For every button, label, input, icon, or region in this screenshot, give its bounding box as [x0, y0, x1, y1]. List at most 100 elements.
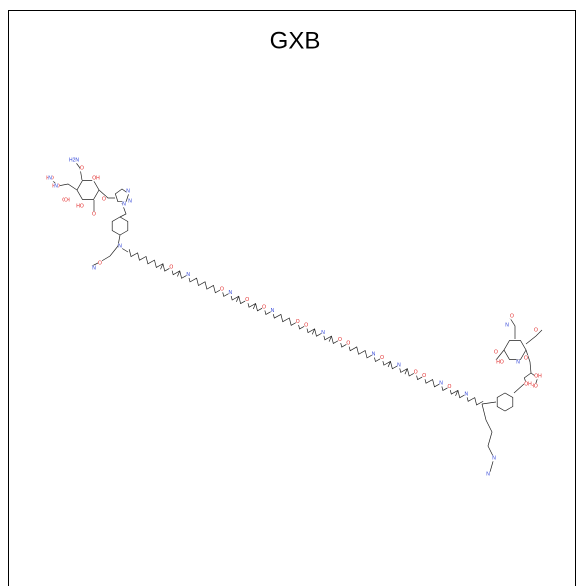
atom-label: O: [338, 337, 342, 343]
structure: HOOHHONOOHHOOONNNONNONONOONOONOONONOONON…: [46, 157, 543, 478]
bond: [160, 263, 164, 270]
atom-label: O: [510, 313, 514, 319]
atom-label-bg: [245, 297, 250, 304]
atom-label-bg: [76, 203, 84, 210]
atom-label: N: [516, 359, 520, 365]
atom-label: N: [54, 183, 58, 189]
atom-label: N: [372, 352, 376, 358]
atom-label-bg: [464, 391, 469, 398]
atom-label: O: [102, 196, 106, 202]
atom-label: O: [80, 165, 84, 171]
atom-label-bg: [397, 362, 402, 369]
atom-label: O: [245, 297, 249, 303]
atom-label-bg: [122, 201, 127, 208]
atom-label: O: [448, 384, 452, 390]
atom-label: O: [64, 197, 68, 203]
atom-label-bg: [439, 380, 444, 387]
atom-label: N: [122, 201, 126, 207]
atom-label-bg: [496, 359, 504, 366]
atom-label: O: [262, 304, 266, 310]
atom-label: HO: [76, 203, 84, 209]
atom-label-bg: [118, 243, 123, 250]
atom-label-bg: [486, 471, 491, 478]
atom-label: N: [118, 243, 122, 249]
atom-label-bg: [516, 359, 521, 366]
bond: [311, 328, 315, 335]
atom-label-bg: [295, 318, 300, 325]
atom-label-bg: [380, 355, 385, 362]
atom-label-bg: [270, 308, 275, 315]
bond: [387, 361, 391, 368]
atom-label: N: [126, 188, 130, 194]
atom-label-bg: [337, 337, 342, 344]
bond: [525, 349, 532, 374]
atom-label: H2N: [69, 157, 79, 163]
atom-label: N: [397, 362, 401, 368]
atom-label: O: [169, 265, 173, 271]
atom-label-bg: [534, 327, 539, 334]
atom-label: OH: [524, 381, 532, 387]
atom-label: O: [534, 327, 538, 333]
bond: [252, 303, 256, 310]
atom-label: O: [524, 355, 528, 361]
atom-label: O: [92, 211, 96, 217]
atom-label-bg: [530, 383, 538, 390]
atom-label-bg: [80, 165, 85, 172]
atom-label-bg: [128, 198, 133, 205]
atom-label-bg: [492, 455, 497, 462]
atom-label-bg: [534, 373, 543, 380]
bond: [455, 390, 459, 397]
atom-label-bg: [321, 329, 326, 336]
atom-label: N: [128, 198, 132, 204]
atom-label: N: [48, 175, 52, 181]
bond: [495, 349, 505, 361]
bond: [98, 189, 115, 199]
atom-label: OH: [534, 373, 542, 379]
atom-label: N: [505, 322, 509, 328]
atom-label: O: [98, 260, 102, 266]
bond: [496, 392, 514, 412]
atom-label-bg: [228, 290, 233, 297]
atom-label: N: [492, 455, 496, 461]
atom-label-bg: [262, 304, 267, 311]
atom-label-bg: [346, 340, 351, 347]
atom-label: O: [494, 349, 498, 355]
atom-label-bg: [505, 322, 510, 329]
atom-label: N: [92, 265, 96, 271]
atom-label: O: [380, 355, 384, 361]
bond: [525, 329, 543, 345]
atom-label: O: [422, 373, 426, 379]
atom-label-bg: [422, 373, 427, 380]
frame: [8, 10, 576, 586]
atom-label-bg: [92, 175, 101, 182]
atom-label-bg: [92, 265, 97, 272]
atom-label: HO: [530, 383, 538, 389]
atom-label-bg: [54, 183, 59, 190]
atom-label: N: [186, 272, 190, 278]
atom-label: N: [321, 330, 325, 336]
atom-label-bg: [92, 211, 97, 218]
atom-label-bg: [48, 175, 53, 182]
atom-label-bg: [98, 260, 103, 267]
bond: [236, 296, 240, 302]
atom-label-bg: [219, 286, 224, 293]
atom-label-bg: [186, 271, 191, 278]
atom-label-bg: [524, 355, 529, 362]
atom-label-bg: [494, 349, 499, 356]
atom-label: O: [414, 370, 418, 376]
bond: [509, 317, 516, 339]
atom-label-bg: [524, 381, 533, 388]
bond: [404, 368, 408, 375]
atom-label-bg: [413, 369, 418, 376]
bond: [91, 245, 119, 267]
atom-label: OH: [92, 175, 100, 181]
atom-label-bg: [68, 157, 80, 164]
atom-label-bg: [510, 313, 515, 320]
atom-label: O: [304, 323, 308, 329]
atom-label: N: [439, 380, 443, 386]
bond: [513, 383, 525, 394]
atom-label: N: [271, 308, 275, 314]
atom-label: O: [296, 319, 300, 325]
atom-label: N: [465, 391, 469, 397]
